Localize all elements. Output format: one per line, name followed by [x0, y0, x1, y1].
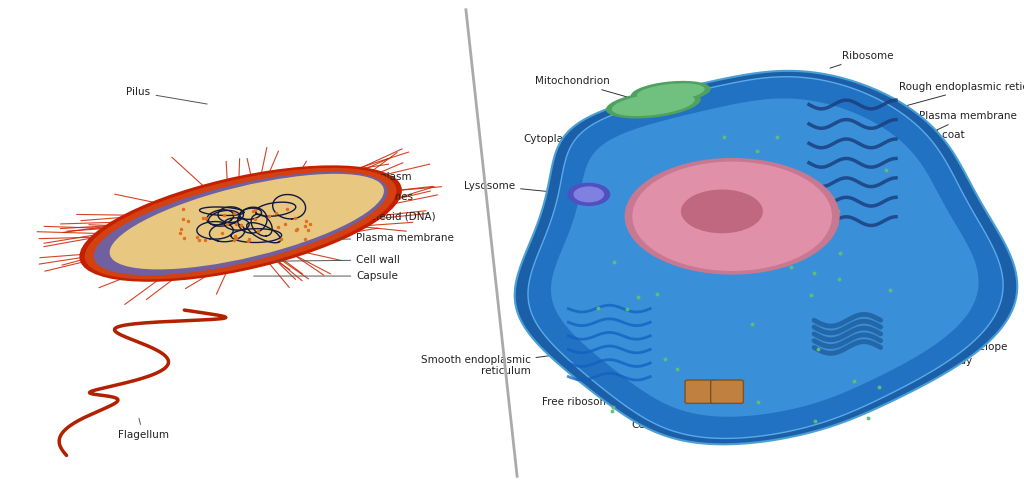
Ellipse shape — [606, 90, 700, 119]
Text: Free ribosome: Free ribosome — [543, 384, 644, 407]
Ellipse shape — [637, 83, 705, 102]
Polygon shape — [528, 77, 1004, 438]
Text: Chromatin: Chromatin — [868, 315, 971, 325]
Polygon shape — [515, 71, 1017, 444]
Ellipse shape — [573, 187, 604, 203]
Text: Smooth endoplasmic
reticulum: Smooth endoplasmic reticulum — [421, 349, 598, 376]
Text: Cell coat: Cell coat — [919, 130, 965, 152]
Text: Nuclear pore: Nuclear pore — [868, 329, 983, 338]
Text: Ribosomes: Ribosomes — [300, 192, 414, 202]
Ellipse shape — [567, 183, 610, 206]
Text: Mitochondrion: Mitochondrion — [535, 76, 650, 104]
Ellipse shape — [612, 93, 694, 116]
Text: Centriole: Centriole — [631, 402, 710, 430]
Text: Cell wall: Cell wall — [254, 255, 400, 265]
Text: Flagellum: Flagellum — [118, 418, 169, 440]
Text: Plasma membrane: Plasma membrane — [259, 233, 455, 243]
Text: Nucleolus: Nucleolus — [868, 300, 968, 310]
Ellipse shape — [632, 161, 831, 271]
Text: Ribosome: Ribosome — [830, 51, 893, 68]
Ellipse shape — [681, 190, 763, 233]
Polygon shape — [551, 99, 979, 417]
Text: Pilus: Pilus — [126, 87, 207, 104]
FancyBboxPatch shape — [711, 380, 743, 403]
Text: Lysosome: Lysosome — [464, 181, 573, 194]
Ellipse shape — [110, 174, 384, 269]
Text: Nuclear envelope: Nuclear envelope — [868, 342, 1008, 352]
Text: Nucleoid (DNA): Nucleoid (DNA) — [280, 211, 436, 221]
Text: Nucleus: Nucleus — [876, 283, 958, 293]
Text: Rough endoplasmic reticulum: Rough endoplasmic reticulum — [896, 82, 1024, 108]
Text: Golgi body: Golgi body — [861, 355, 973, 365]
Text: Cytoplasm: Cytoplasm — [305, 173, 412, 182]
Text: Plasma membrane: Plasma membrane — [919, 111, 1017, 138]
Text: Capsule: Capsule — [254, 271, 398, 281]
Ellipse shape — [625, 158, 840, 275]
FancyBboxPatch shape — [685, 380, 718, 403]
Ellipse shape — [93, 172, 388, 275]
Text: Cytoplasm: Cytoplasm — [523, 135, 645, 144]
Ellipse shape — [85, 168, 396, 279]
Ellipse shape — [631, 81, 711, 104]
Ellipse shape — [79, 165, 402, 282]
